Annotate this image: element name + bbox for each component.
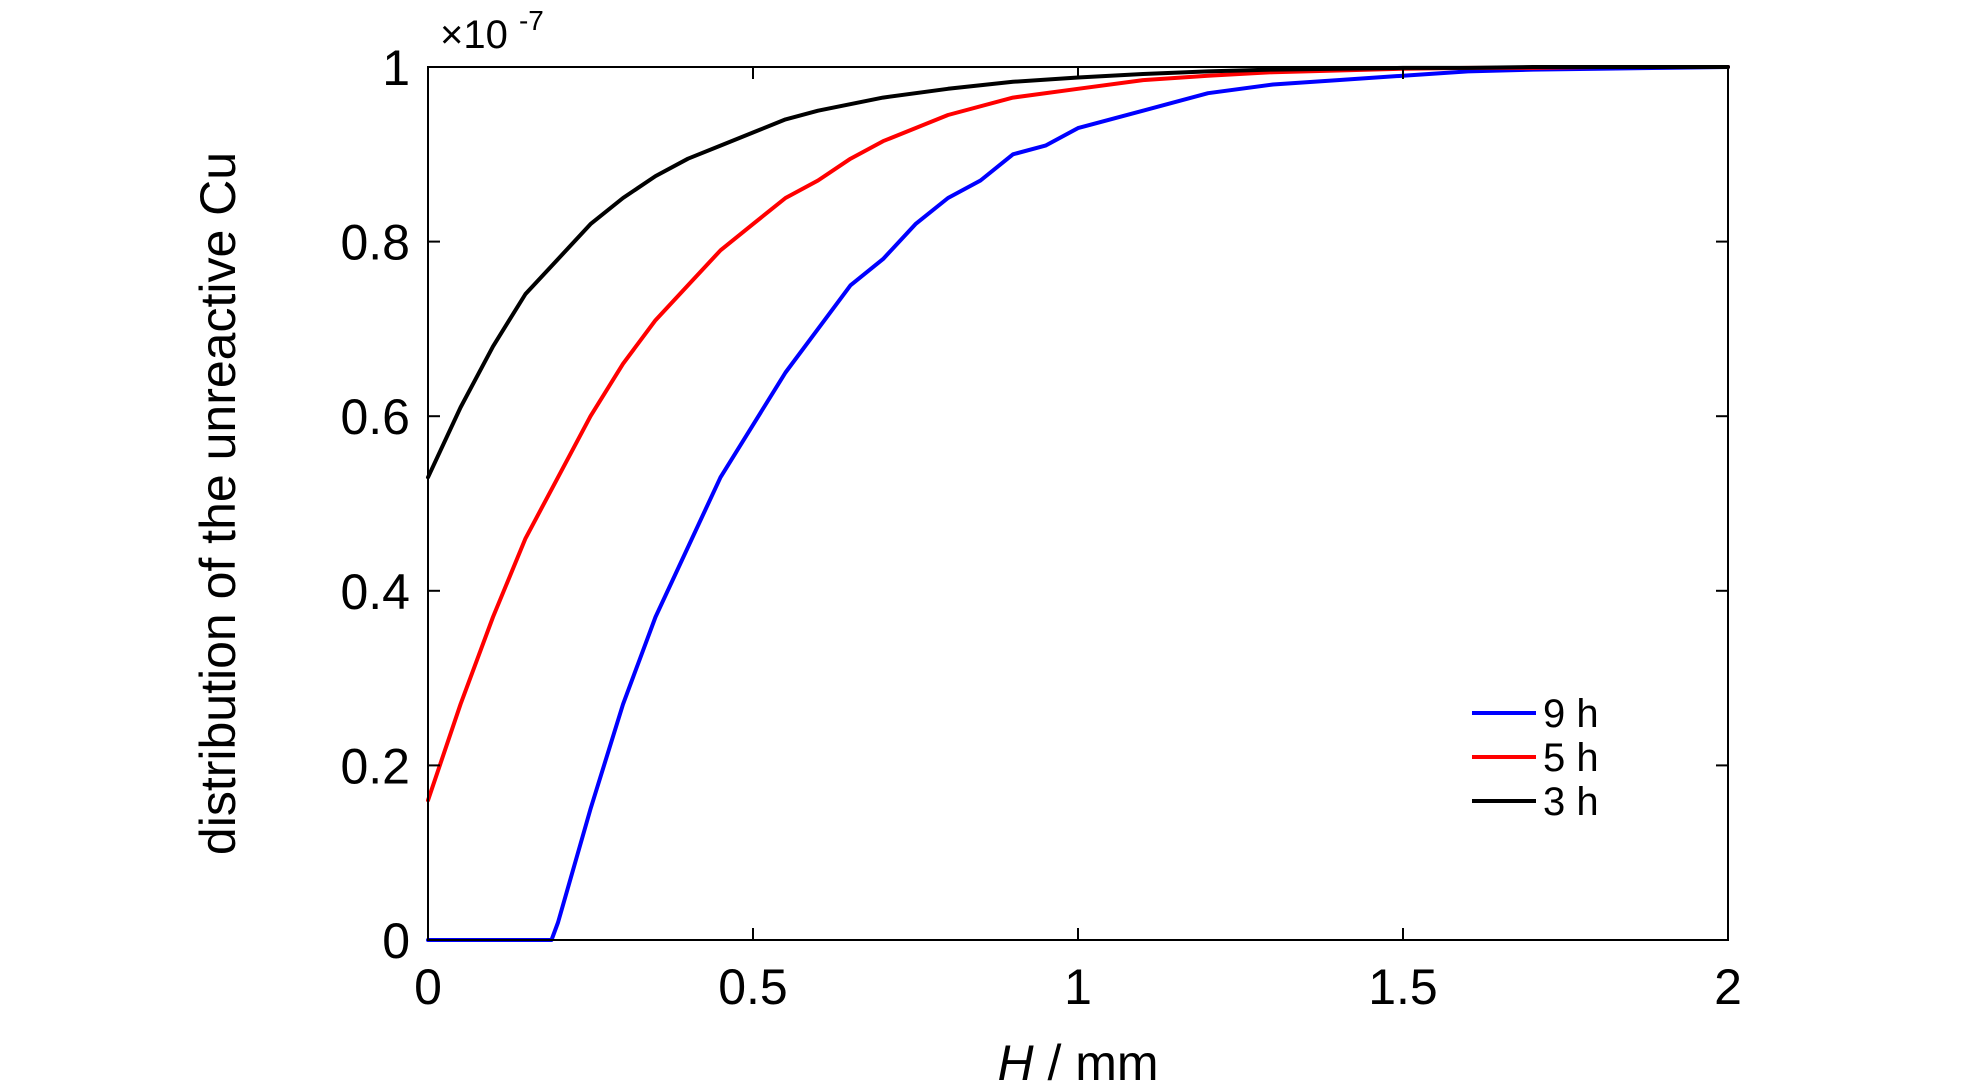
x-tick-label: 1	[1064, 959, 1092, 1015]
x-tick-label: 1.5	[1368, 959, 1438, 1015]
y-tick-label: 0.4	[340, 564, 410, 620]
x-axis-label-variable: H	[997, 1035, 1034, 1087]
y-tick-label: 0.8	[340, 215, 410, 271]
x-tick-label: 0.5	[718, 959, 788, 1015]
y-tick-label: 0.2	[340, 738, 410, 794]
series-line-9-h	[426, 65, 1730, 942]
x-tick-label: 0	[414, 959, 442, 1015]
legend-label: 3 h	[1543, 780, 1599, 824]
y-tick-label: 0	[382, 913, 410, 969]
series-layer	[426, 65, 1730, 942]
y-axis-label: distribution of the unreactive Cu	[190, 152, 246, 855]
y-tick-label: 0.6	[340, 389, 410, 445]
y-axis-multiplier-exponent: -7	[519, 5, 544, 36]
legend-label: 9 h	[1543, 692, 1599, 736]
legend-label: 5 h	[1543, 736, 1599, 780]
legend: 9 h5 h3 h	[1472, 692, 1599, 824]
y-tick-label: 1	[382, 40, 410, 96]
x-tick-label: 2	[1714, 959, 1742, 1015]
x-axis-label-unit: / mm	[1034, 1035, 1159, 1087]
x-axis-label: H / mm	[997, 1035, 1158, 1087]
series-line-5-h	[426, 65, 1730, 803]
y-axis-multiplier: ×10 -7	[440, 5, 544, 57]
ticks-layer: 0 0.5 1 1.5 2 0 0.2 0.4 0.6 0.8 1	[340, 40, 1741, 1015]
y-axis-multiplier-base: ×10	[440, 13, 508, 57]
